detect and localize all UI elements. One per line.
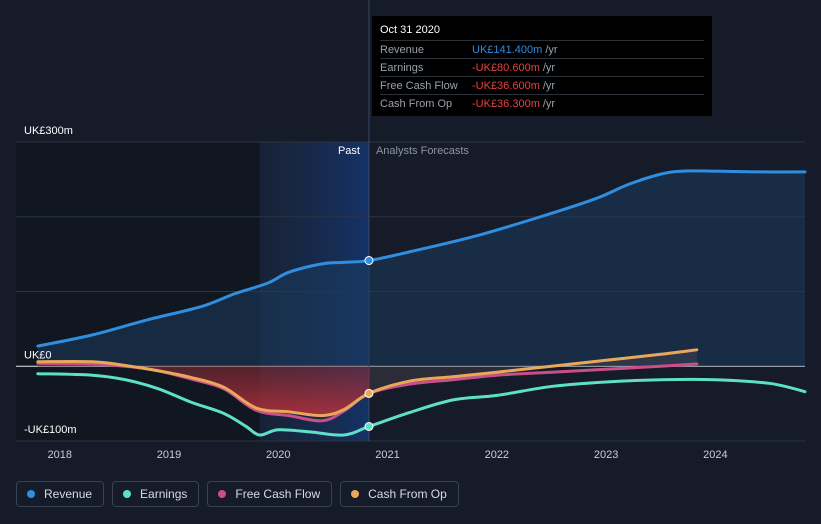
tooltip-row: Revenue UK£141.400m/yr (380, 40, 704, 58)
tooltip: Oct 31 2020 Revenue UK£141.400m/yr Earning… (372, 16, 712, 116)
x-axis-label: 2024 (703, 449, 727, 461)
legend-dot-icon (27, 490, 35, 498)
legend-label: Free Cash Flow (235, 487, 321, 501)
x-axis-label: 2022 (485, 449, 509, 461)
legend-label: Earnings (140, 487, 188, 501)
series-line-cash-from-op (36, 348, 699, 418)
earnings-marker (364, 421, 374, 431)
x-axis-label: 2023 (594, 449, 618, 461)
x-axis-label: 2019 (157, 449, 181, 461)
tooltip-value: -UK£36.600m (472, 79, 540, 92)
legend-item-free-cash-flow[interactable]: Free Cash Flow (207, 481, 333, 507)
legend-dot-icon (351, 490, 360, 498)
y-axis-label: -UK£100m (24, 424, 77, 436)
series-line-revenue (36, 169, 807, 348)
tooltip-row: Free Cash Flow -UK£36.600m/yr (380, 76, 704, 94)
past-label: Past (338, 145, 360, 157)
tooltip-row: Cash From Op -UK£36.300m/yr (380, 94, 704, 112)
tooltip-unit: /yr (542, 97, 556, 110)
tooltip-label: Revenue (380, 43, 425, 56)
tooltip-label: Earnings (380, 61, 424, 74)
tooltip-value: -UK£36.300m (472, 97, 540, 110)
tooltip-row: Earnings -UK£80.600m/yr (380, 58, 704, 76)
y-axis-label: UK£300m (24, 125, 73, 137)
revenue-area (37, 170, 805, 367)
tooltip-unit: /yr (545, 43, 558, 56)
legend-item-earnings[interactable]: Earnings (112, 481, 200, 507)
legend-label: Cash From Op (368, 487, 447, 501)
legend-item-cash-from-op[interactable]: Cash From Op (340, 481, 459, 507)
tooltip-label: Free Cash Flow (380, 79, 458, 92)
legend-dot-icon (218, 490, 227, 498)
series-line-earnings (36, 372, 807, 437)
y-axis-label: UK£0 (24, 349, 52, 361)
tooltip-value: -UK£80.600m (472, 61, 540, 74)
negative-area (37, 361, 369, 416)
tooltip-unit: /yr (542, 79, 556, 92)
legend-label: Revenue (44, 487, 93, 501)
x-axis-label: 2018 (47, 449, 71, 461)
cash-flow-marker (364, 388, 374, 398)
x-axis-label: 2020 (266, 449, 290, 461)
legend-item-revenue[interactable]: Revenue (16, 481, 105, 507)
legend-dot-icon (123, 490, 132, 498)
forecast-label: Analysts Forecasts (376, 145, 469, 157)
x-axis-label: 2021 (375, 449, 399, 461)
legend: Revenue Earnings Free Cash Flow Cash From O… (16, 481, 459, 507)
tooltip-label: Cash From Op (380, 97, 453, 110)
revenue-marker (364, 256, 374, 266)
tooltip-date: Oct 31 2020 (380, 24, 440, 36)
tooltip-unit: /yr (542, 61, 556, 74)
tooltip-value: UK£141.400m (472, 43, 543, 56)
